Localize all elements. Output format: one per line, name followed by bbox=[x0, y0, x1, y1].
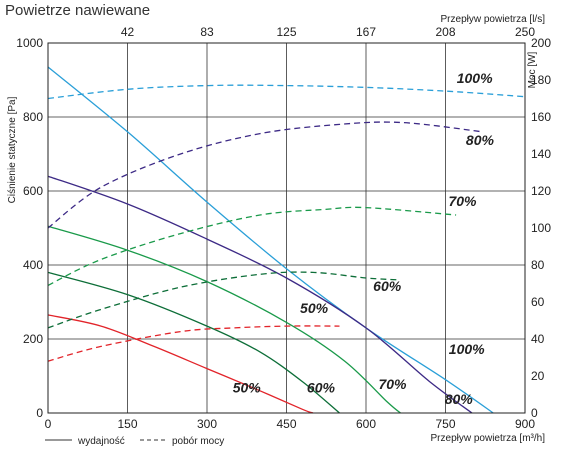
y-tick-label: 1000 bbox=[16, 36, 43, 50]
curve-label: 50% bbox=[233, 380, 262, 396]
y2-tick-label: 140 bbox=[531, 147, 551, 161]
y2-tick-label: 180 bbox=[531, 73, 551, 87]
x-tick-label: 150 bbox=[117, 417, 137, 431]
series-line-pobor-mocy-100 bbox=[47, 84, 526, 100]
series-line-wydajnosc-60 bbox=[47, 271, 340, 414]
series-line-wydajnosc-70 bbox=[47, 225, 401, 414]
y-tick-label: 0 bbox=[36, 406, 43, 420]
series-line-wydajnosc-100 bbox=[47, 66, 494, 414]
curve-label: 80% bbox=[466, 132, 495, 148]
y-tick-label: 200 bbox=[23, 332, 43, 346]
curve-label: 70% bbox=[378, 376, 407, 392]
curve-label: 50% bbox=[300, 300, 329, 316]
x-tick-label: 0 bbox=[45, 417, 52, 431]
legend-label-pobor-mocy: pobór mocy bbox=[172, 436, 224, 447]
ticks: 0 150 300 450 600 750 900020040060080010000204… bbox=[16, 25, 551, 431]
series-line-pobor-mocy-70 bbox=[47, 206, 457, 286]
curve-label: 80% bbox=[445, 391, 474, 407]
curve-label: 60% bbox=[307, 380, 336, 396]
curve-label: 70% bbox=[448, 193, 477, 209]
x2-tick-label: 250 bbox=[515, 25, 535, 39]
curve-label: 100% bbox=[457, 70, 493, 86]
x2-tick-label: 208 bbox=[435, 25, 455, 39]
x-axis-label: Przepływ powietrza [m³/h] bbox=[431, 433, 546, 444]
x-tick-label: 300 bbox=[197, 417, 217, 431]
legend: wydajność pobór mocy bbox=[45, 436, 224, 447]
chart-title: Powietrze nawiewane bbox=[5, 2, 150, 19]
series-line-wydajnosc-50 bbox=[47, 314, 314, 414]
y2-tick-label: 40 bbox=[531, 332, 545, 346]
y-tick-label: 800 bbox=[23, 110, 43, 124]
curve-label: 100% bbox=[449, 341, 485, 357]
y2-tick-label: 20 bbox=[531, 369, 545, 383]
x2-tick-label: 167 bbox=[356, 25, 376, 39]
curve-label: 60% bbox=[373, 278, 402, 294]
x2-axis-label: Przepływ powietrza [l/s] bbox=[441, 14, 546, 25]
curve-labels: 100% 80% 70% 60% 50% 100% 80% 70% 60% 50% bbox=[233, 70, 495, 407]
x-tick-label: 600 bbox=[356, 417, 376, 431]
x-tick-label: 900 bbox=[515, 417, 535, 431]
x-tick-label: 750 bbox=[435, 417, 455, 431]
y2-tick-label: 0 bbox=[531, 406, 538, 420]
series-line-pobor-mocy-80 bbox=[47, 121, 483, 229]
plot-frame bbox=[47, 42, 526, 414]
y2-tick-label: 120 bbox=[531, 184, 551, 198]
x2-tick-label: 83 bbox=[200, 25, 214, 39]
y-axis-label: Ciśnienie statyczne [Pa] bbox=[7, 96, 18, 203]
y2-axis-label: Moc [W] bbox=[527, 51, 538, 88]
x-tick-label: 450 bbox=[276, 417, 296, 431]
y-tick-label: 600 bbox=[23, 184, 43, 198]
y-tick-label: 400 bbox=[23, 258, 43, 272]
y2-tick-label: 160 bbox=[531, 110, 551, 124]
y2-tick-label: 200 bbox=[531, 36, 551, 50]
series-line-wydajnosc-80 bbox=[47, 175, 473, 414]
grid bbox=[48, 43, 525, 413]
x2-tick-label: 42 bbox=[121, 25, 135, 39]
curves bbox=[47, 66, 526, 414]
series-line-pobor-mocy-60 bbox=[47, 271, 398, 329]
y2-tick-label: 60 bbox=[531, 295, 545, 309]
y2-tick-label: 80 bbox=[531, 258, 545, 272]
x2-tick-label: 125 bbox=[276, 25, 296, 39]
series-line-pobor-mocy-50 bbox=[47, 325, 340, 362]
legend-label-wydajnosc: wydajność bbox=[77, 436, 125, 447]
y2-tick-label: 100 bbox=[531, 221, 551, 235]
